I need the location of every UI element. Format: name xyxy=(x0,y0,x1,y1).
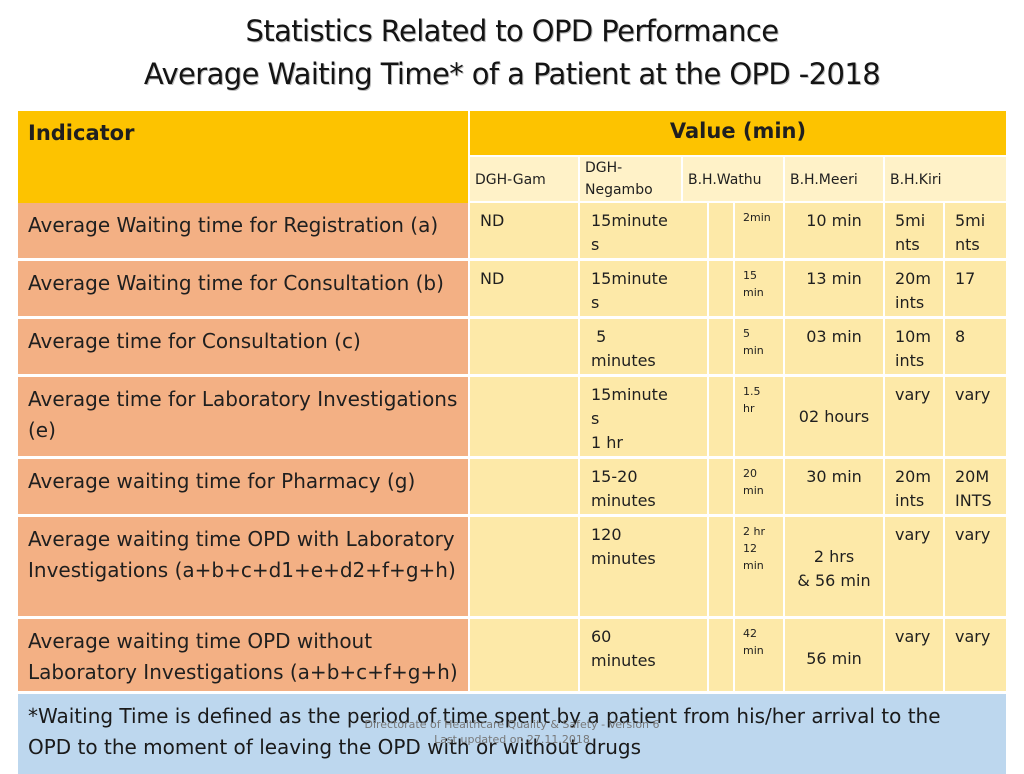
value-cell: 30 min xyxy=(785,459,883,514)
value-cell: 10 min xyxy=(785,203,883,258)
footer-directorate: Directorate of Healthcare Quality & Safe… xyxy=(364,718,660,731)
value-cell: 5mi nts xyxy=(885,203,943,258)
indicator-header: Indicator xyxy=(18,111,468,203)
value-cell: 13 min xyxy=(785,261,883,316)
value-cell: 120 minutes xyxy=(580,517,707,616)
indicator-cell: Average Waiting time for Consultation (b… xyxy=(18,261,468,316)
footer-updated: Last updated on 27.11.2018 xyxy=(434,733,590,746)
value-cell: 10m ints xyxy=(885,319,943,374)
value-cell xyxy=(709,377,733,456)
value-header: Value (min) xyxy=(470,111,1006,155)
value-cell: 5mi nts xyxy=(945,203,1006,258)
value-cell xyxy=(709,261,733,316)
hospital-header: B.H.Wathu xyxy=(683,157,783,201)
value-cell: vary xyxy=(945,517,1006,616)
hospital-header: B.H.Meeri xyxy=(785,157,883,201)
note-text: *Waiting Time is defined as the period o… xyxy=(28,704,941,759)
definition-note: *Waiting Time is defined as the period o… xyxy=(18,694,1006,774)
value-cell: 15 min xyxy=(735,261,783,316)
value-cell xyxy=(709,517,733,616)
value-cell: ND xyxy=(470,203,578,258)
hospital-header: B.H.Kiri xyxy=(885,157,1006,201)
value-cell: 17 xyxy=(945,261,1006,316)
value-cell: vary xyxy=(945,377,1006,456)
value-cell: 56 min xyxy=(785,619,883,691)
hospital-header: DGH- Negambo xyxy=(580,157,681,201)
hospital-header: DGH-Gam xyxy=(470,157,578,201)
page-subtitle: Average Waiting Time* of a Patient at th… xyxy=(143,57,881,91)
value-cell xyxy=(470,459,578,514)
value-cell: 15minute s 1 hr xyxy=(580,377,707,456)
value-cell: 15minute s xyxy=(580,261,707,316)
value-cell: vary xyxy=(885,619,943,691)
value-cell xyxy=(709,203,733,258)
value-cell xyxy=(470,377,578,456)
value-cell: 20m ints xyxy=(885,459,943,514)
value-cell xyxy=(709,459,733,514)
value-cell: 8 xyxy=(945,319,1006,374)
page-title: Statistics Related to OPD Performance xyxy=(245,14,780,48)
indicator-cell: Average waiting time OPD without Laborat… xyxy=(18,619,468,691)
value-cell: 20M INTS xyxy=(945,459,1006,514)
indicator-cell: Average waiting time OPD with Laboratory… xyxy=(18,517,468,616)
value-cell: 5 minutes xyxy=(580,319,707,374)
value-cell: 2 hr 12 min xyxy=(735,517,783,616)
value-cell xyxy=(709,319,733,374)
value-cell: 03 min xyxy=(785,319,883,374)
value-cell: 60 minutes xyxy=(580,619,707,691)
value-cell: vary xyxy=(885,377,943,456)
value-cell: 20 min xyxy=(735,459,783,514)
value-cell: vary xyxy=(945,619,1006,691)
value-cell: 42 min xyxy=(735,619,783,691)
indicator-cell: Average time for Consultation (c) xyxy=(18,319,468,374)
value-cell: 2min xyxy=(735,203,783,258)
value-cell: 2 hrs & 56 min xyxy=(785,517,883,616)
value-cell xyxy=(709,619,733,691)
value-cell: 5 min xyxy=(735,319,783,374)
value-cell: 15-20 minutes xyxy=(580,459,707,514)
value-cell: vary xyxy=(885,517,943,616)
value-cell xyxy=(470,619,578,691)
value-cell: 1.5 hr xyxy=(735,377,783,456)
value-cell xyxy=(470,517,578,616)
indicator-cell: Average time for Laboratory Investigatio… xyxy=(18,377,468,456)
indicator-cell: Average Waiting time for Registration (a… xyxy=(18,203,468,258)
value-cell: ND xyxy=(470,261,578,316)
value-cell: 15minute s xyxy=(580,203,707,258)
value-cell xyxy=(470,319,578,374)
value-cell: 20m ints xyxy=(885,261,943,316)
indicator-cell: Average waiting time for Pharmacy (g) xyxy=(18,459,468,514)
value-cell: 02 hours xyxy=(785,377,883,456)
